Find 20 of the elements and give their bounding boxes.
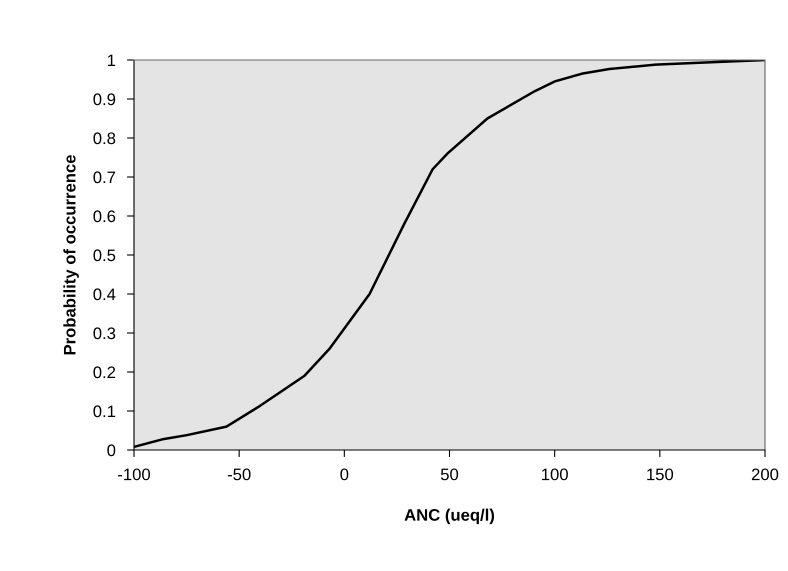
x-tick-label: -100: [118, 468, 150, 480]
y-tick-label: 0.7: [93, 171, 116, 184]
x-tick-label: 0: [340, 468, 348, 480]
y-tick-label: 0.9: [93, 93, 116, 106]
x-tick-label: -50: [228, 468, 251, 480]
y-tick-label: 0.8: [93, 132, 116, 144]
x-tick-label: 50: [440, 468, 458, 480]
y-tick-label: 0: [107, 444, 116, 456]
y-tick-label: 1: [108, 54, 116, 66]
y-axis-title: Probability of occurrence: [63, 155, 79, 354]
y-tick-label: 0.6: [93, 210, 116, 222]
y-tick-label: 0.2: [93, 366, 116, 378]
x-tick-label: 200: [752, 468, 778, 480]
x-tick-label: 150: [647, 468, 674, 480]
x-axis-title: ANC (ueq/l): [404, 508, 494, 524]
y-tick-label: 0.1: [93, 405, 116, 418]
x-tick-label: 100: [542, 468, 568, 480]
y-tick-label: 0.3: [93, 327, 116, 340]
y-tick-label: 0.4: [93, 288, 116, 300]
y-tick-label: 0.5: [93, 249, 116, 262]
